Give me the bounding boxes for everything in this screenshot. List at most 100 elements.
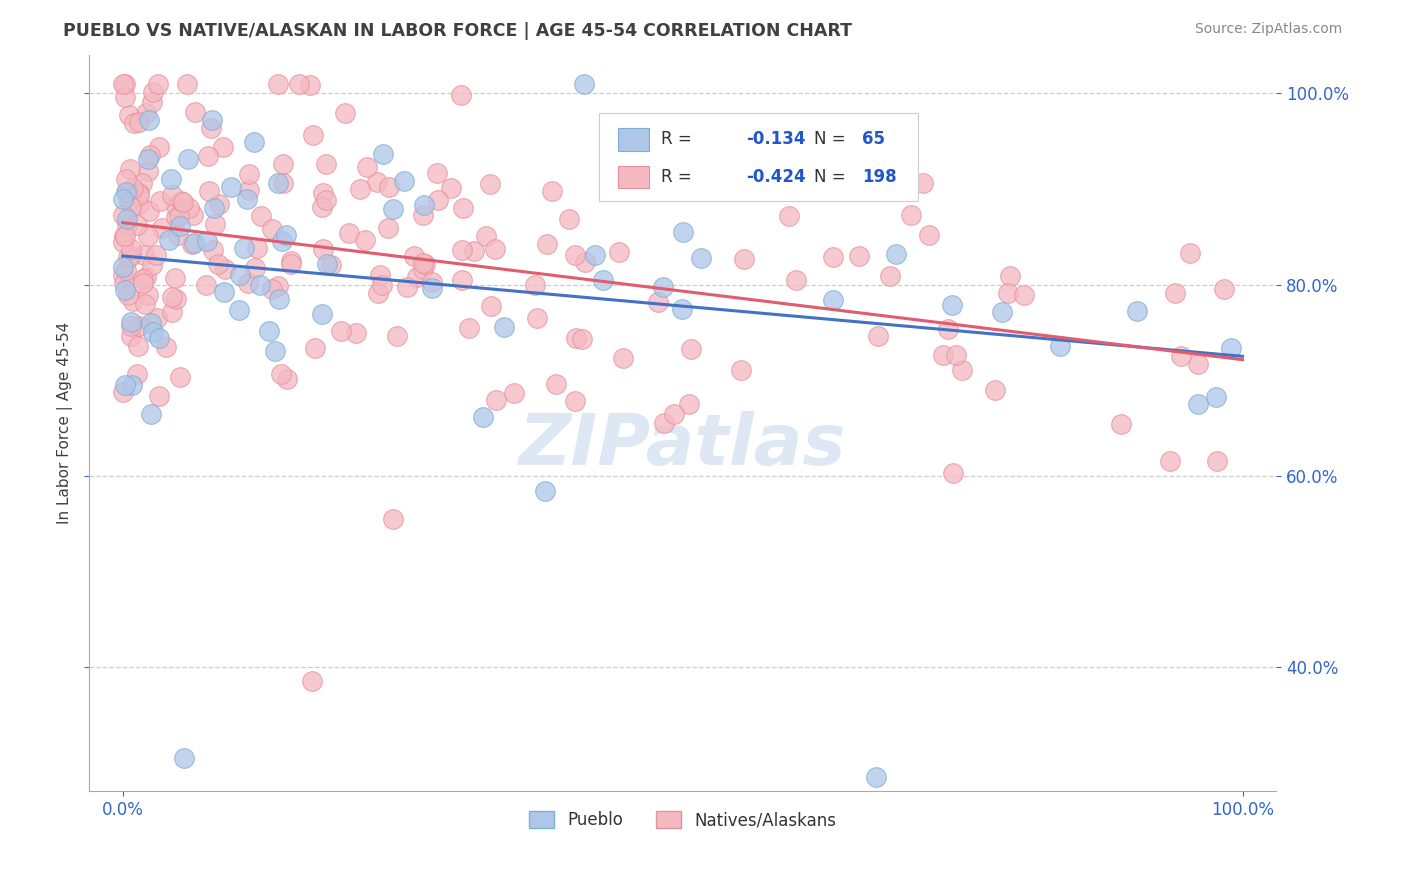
Point xyxy=(128,319,150,334)
Text: R =: R = xyxy=(661,169,697,186)
Point xyxy=(280,254,302,268)
Point xyxy=(139,316,162,330)
Point xyxy=(312,186,335,200)
Point xyxy=(733,252,755,267)
Point xyxy=(136,288,159,302)
Point xyxy=(160,305,183,319)
Point xyxy=(785,273,807,287)
Point xyxy=(131,272,153,286)
Point xyxy=(121,377,143,392)
Point xyxy=(564,248,586,262)
Point xyxy=(167,227,190,242)
Point xyxy=(450,273,472,287)
Point xyxy=(917,227,939,242)
Point xyxy=(912,176,935,190)
Point xyxy=(865,770,887,784)
Point xyxy=(311,200,333,214)
Point xyxy=(267,279,290,293)
Point xyxy=(592,273,614,287)
Point xyxy=(299,78,322,92)
Point xyxy=(120,315,142,329)
Point xyxy=(900,208,922,222)
Point xyxy=(172,195,194,210)
Point xyxy=(984,384,1007,398)
Point xyxy=(202,201,225,215)
Point xyxy=(112,268,135,282)
Point xyxy=(315,157,337,171)
Point xyxy=(942,466,965,480)
Point xyxy=(135,269,157,284)
Point xyxy=(134,297,156,311)
Point xyxy=(142,85,165,99)
Point xyxy=(135,106,157,120)
Point xyxy=(450,87,472,102)
Text: R =: R = xyxy=(661,130,697,148)
Point xyxy=(301,674,323,689)
Point xyxy=(117,194,139,208)
Point xyxy=(337,226,360,240)
Point xyxy=(114,77,136,91)
Point xyxy=(160,290,183,304)
Point xyxy=(378,180,401,194)
Point xyxy=(884,247,907,261)
Point xyxy=(170,194,193,209)
Point xyxy=(647,295,669,310)
Point xyxy=(115,219,138,233)
Point xyxy=(267,292,290,306)
Point xyxy=(485,392,508,407)
Point xyxy=(823,250,845,264)
Legend: Pueblo, Natives/Alaskans: Pueblo, Natives/Alaskans xyxy=(522,805,844,836)
Point xyxy=(502,386,524,401)
Point xyxy=(176,153,198,167)
Point xyxy=(607,175,630,189)
Point xyxy=(180,236,202,251)
Point xyxy=(194,278,217,293)
Point xyxy=(413,198,436,212)
Point xyxy=(114,378,136,392)
Point xyxy=(204,217,226,231)
Point xyxy=(932,349,955,363)
Point xyxy=(333,106,356,120)
Point xyxy=(271,157,294,171)
Point xyxy=(117,250,139,264)
Point xyxy=(183,236,205,251)
Point xyxy=(228,302,250,317)
Point xyxy=(169,370,191,384)
Point xyxy=(524,277,547,292)
Point xyxy=(730,363,752,377)
Point xyxy=(176,77,198,91)
Point xyxy=(612,351,634,366)
Point xyxy=(146,77,169,91)
Point xyxy=(572,77,595,91)
Point xyxy=(112,260,135,274)
Point xyxy=(114,283,136,297)
Point xyxy=(136,152,159,166)
Point xyxy=(536,237,558,252)
Point xyxy=(120,318,142,333)
Point xyxy=(848,249,870,263)
Point xyxy=(413,257,436,271)
Point xyxy=(533,483,555,498)
Point xyxy=(1187,357,1209,371)
Point xyxy=(159,172,181,186)
Point xyxy=(184,105,207,120)
Point xyxy=(270,367,292,381)
Point xyxy=(824,148,846,162)
Point xyxy=(243,135,266,149)
Point xyxy=(329,325,352,339)
Point xyxy=(426,166,449,180)
Point xyxy=(689,252,711,266)
Point xyxy=(165,292,187,306)
Point xyxy=(267,77,290,91)
Point xyxy=(112,277,135,291)
Point xyxy=(121,294,143,309)
Point xyxy=(671,302,693,317)
Point xyxy=(201,112,224,127)
Point xyxy=(145,248,167,262)
Point xyxy=(387,328,409,343)
Point xyxy=(484,242,506,256)
Point xyxy=(211,140,233,154)
Point xyxy=(565,331,588,345)
Point xyxy=(118,162,141,177)
Point xyxy=(128,186,150,200)
